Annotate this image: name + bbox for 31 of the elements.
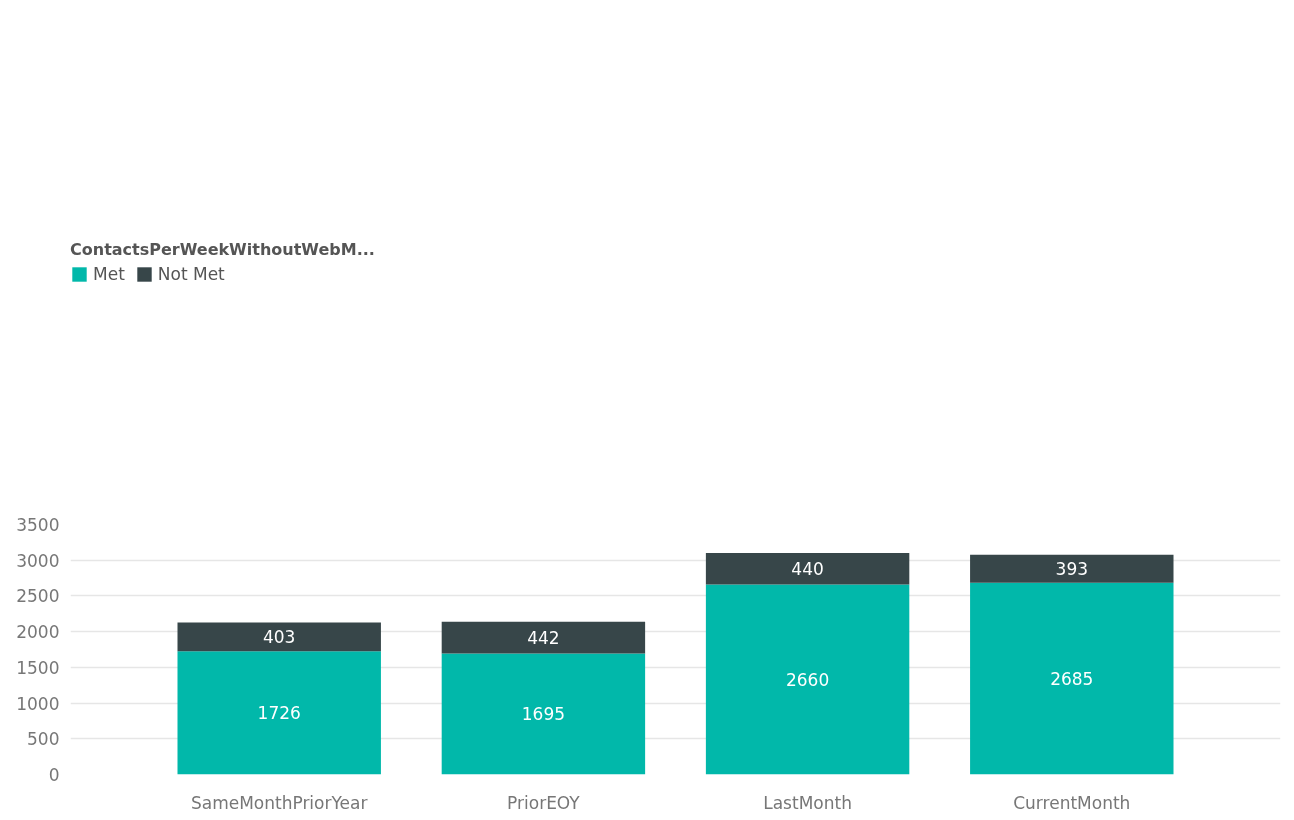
bar bbox=[970, 582, 1174, 775]
y-tick-label: 3500 bbox=[16, 515, 60, 535]
data-label: 2660 bbox=[785, 670, 830, 690]
y-tick-label: 1000 bbox=[16, 693, 60, 714]
data-label: 2685 bbox=[1050, 669, 1094, 690]
bar bbox=[441, 621, 646, 654]
bar bbox=[970, 554, 1174, 583]
legend-title: ContactsPerWeekWithoutWebM... bbox=[70, 240, 375, 259]
bar bbox=[177, 651, 381, 775]
legend-label: Not Met bbox=[157, 264, 225, 284]
data-label: 440 bbox=[791, 559, 824, 580]
y-tick-label: 2000 bbox=[16, 622, 60, 643]
y-tick-label: 2500 bbox=[16, 586, 60, 607]
data-label: 442 bbox=[527, 628, 560, 649]
x-tick-label: CurrentMonth bbox=[1013, 792, 1131, 813]
x-tick-label: LastMonth bbox=[763, 792, 852, 813]
y-tick-label: 500 bbox=[27, 729, 60, 750]
data-label: 1695 bbox=[521, 704, 566, 725]
data-label: 403 bbox=[262, 627, 296, 648]
bar bbox=[177, 622, 381, 652]
y-tick-label: 0 bbox=[48, 765, 60, 785]
bar bbox=[705, 553, 910, 585]
x-tick-label: SameMonthPriorYear bbox=[190, 792, 368, 813]
y-tick-label: 1500 bbox=[16, 657, 60, 678]
bar bbox=[441, 653, 646, 775]
y-tick-label: 3000 bbox=[16, 550, 60, 571]
data-label: 1726 bbox=[257, 703, 301, 724]
data-label: 393 bbox=[1055, 559, 1089, 580]
x-tick-label: PriorEOY bbox=[507, 792, 581, 813]
bar bbox=[705, 584, 910, 775]
legend-label: Met bbox=[93, 264, 125, 284]
